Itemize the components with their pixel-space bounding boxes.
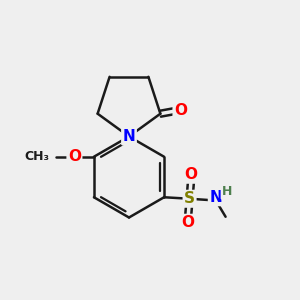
Text: H: H	[222, 185, 232, 198]
Text: N: N	[209, 190, 222, 205]
Text: CH₃: CH₃	[24, 150, 49, 163]
Text: O: O	[182, 215, 195, 230]
Text: O: O	[68, 149, 81, 164]
Text: O: O	[184, 167, 198, 182]
Text: N: N	[123, 129, 135, 144]
Text: S: S	[184, 191, 195, 206]
Text: O: O	[174, 103, 187, 118]
